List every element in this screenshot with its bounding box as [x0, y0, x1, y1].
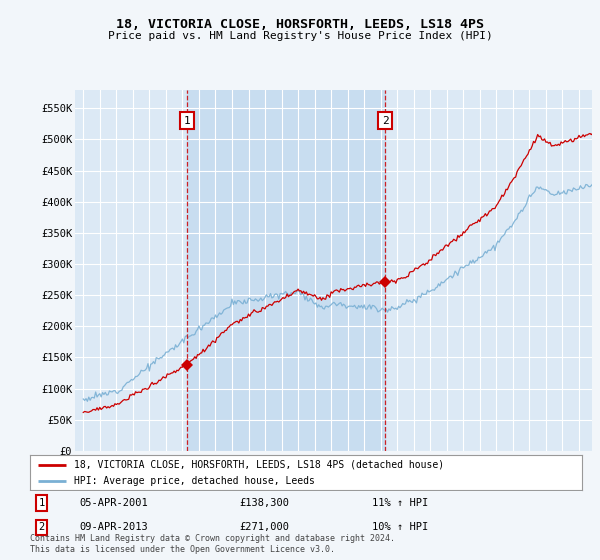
Text: 1: 1 [184, 116, 190, 126]
Text: 11% ↑ HPI: 11% ↑ HPI [372, 498, 428, 508]
Text: £138,300: £138,300 [240, 498, 290, 508]
Text: HPI: Average price, detached house, Leeds: HPI: Average price, detached house, Leed… [74, 477, 315, 486]
Text: 18, VICTORIA CLOSE, HORSFORTH, LEEDS, LS18 4PS (detached house): 18, VICTORIA CLOSE, HORSFORTH, LEEDS, LS… [74, 460, 444, 470]
Text: Contains HM Land Registry data © Crown copyright and database right 2024.
This d: Contains HM Land Registry data © Crown c… [30, 534, 395, 554]
Text: 10% ↑ HPI: 10% ↑ HPI [372, 522, 428, 533]
Text: 2: 2 [38, 522, 44, 533]
Text: 1: 1 [38, 498, 44, 508]
Text: 2: 2 [382, 116, 389, 126]
Bar [187, 90, 385, 451]
Text: Price paid vs. HM Land Registry's House Price Index (HPI): Price paid vs. HM Land Registry's House … [107, 31, 493, 41]
Text: 18, VICTORIA CLOSE, HORSFORTH, LEEDS, LS18 4PS: 18, VICTORIA CLOSE, HORSFORTH, LEEDS, LS… [116, 18, 484, 31]
Text: 05-APR-2001: 05-APR-2001 [80, 498, 148, 508]
Text: £271,000: £271,000 [240, 522, 290, 533]
Text: 09-APR-2013: 09-APR-2013 [80, 522, 148, 533]
